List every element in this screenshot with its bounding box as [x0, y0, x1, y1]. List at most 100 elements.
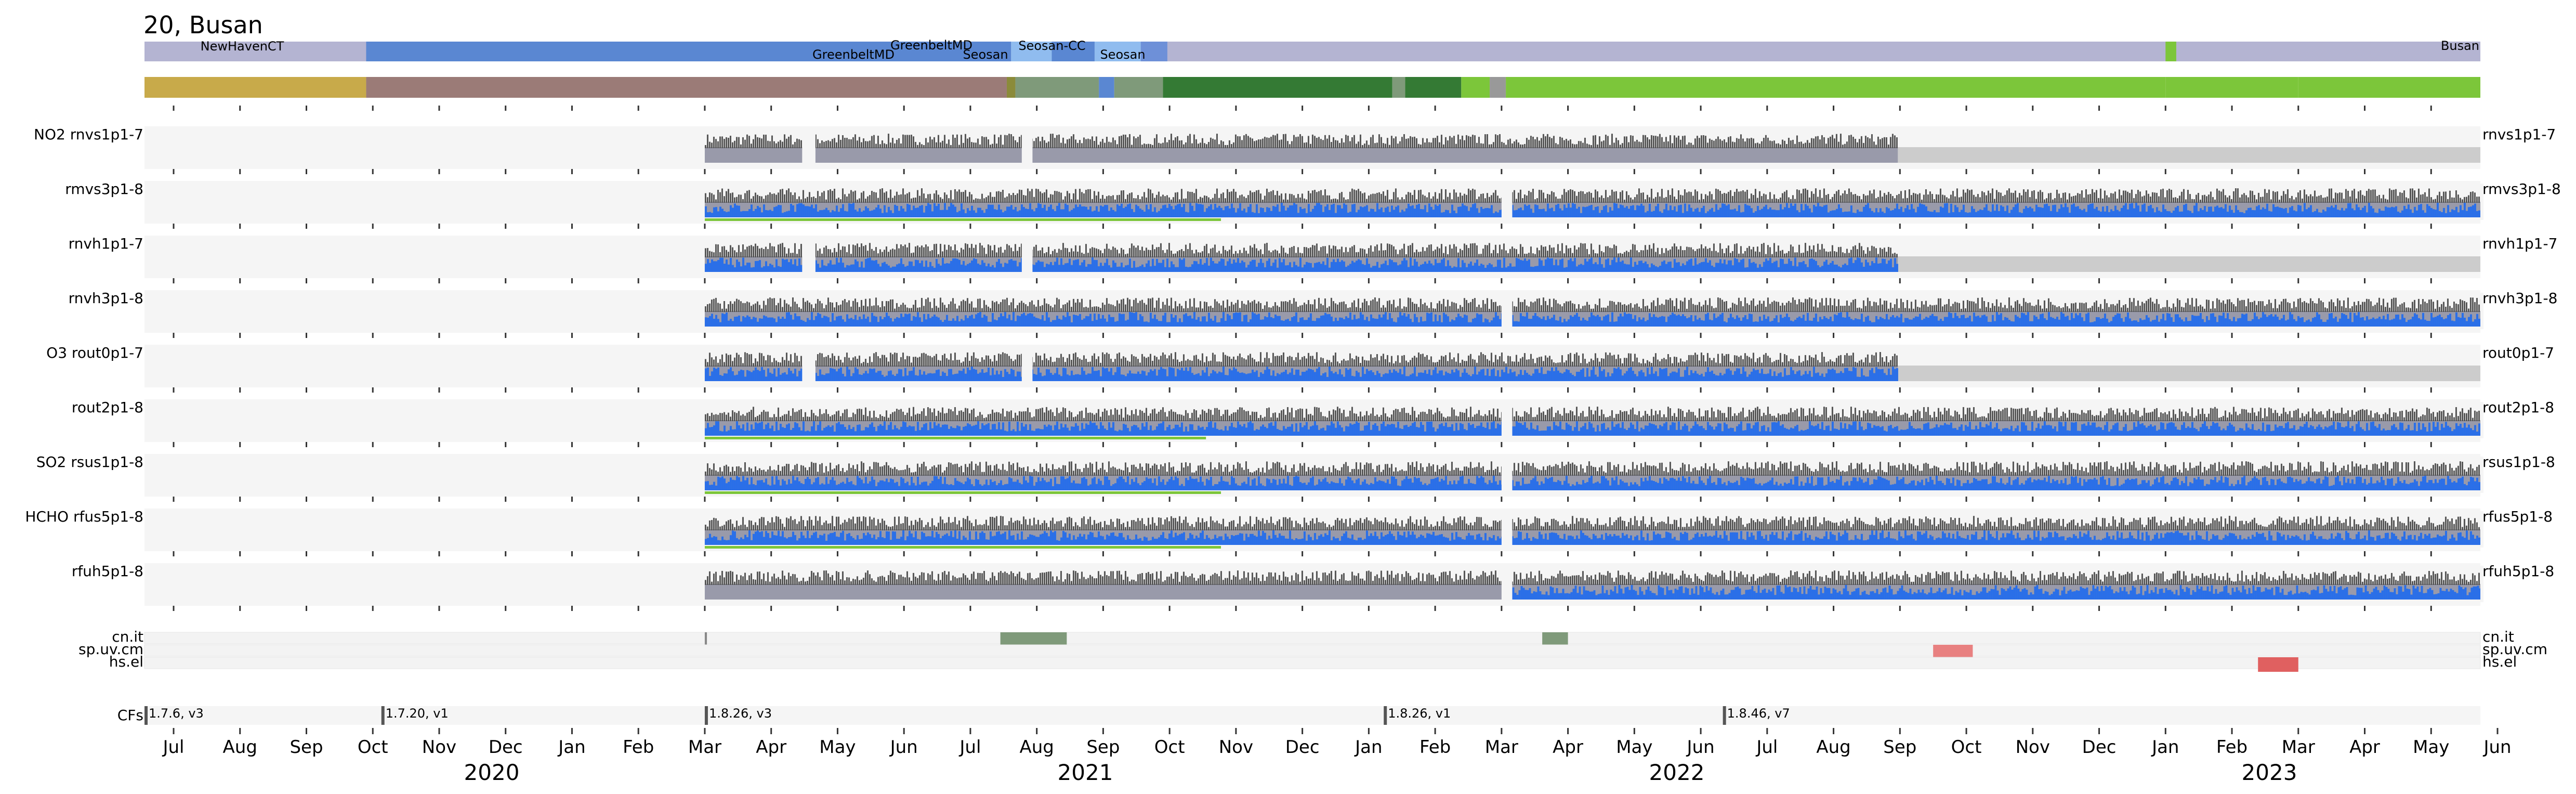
data-bar-blue — [1548, 208, 1551, 217]
data-bar — [2282, 191, 2284, 203]
data-bar — [1677, 308, 1679, 312]
data-bar — [1627, 195, 1629, 203]
data-bar — [1767, 137, 1769, 148]
data-bar — [2076, 308, 2079, 312]
data-bar — [1018, 303, 1020, 312]
data-bar — [1099, 308, 1101, 312]
data-bar-blue — [1008, 206, 1010, 217]
data-bar-blue — [2280, 207, 2283, 217]
data-bar — [945, 194, 948, 203]
data-bar — [914, 197, 916, 203]
data-bar-blue — [1328, 267, 1331, 272]
data-bar — [1155, 194, 1158, 203]
data-bar — [1386, 138, 1388, 148]
data-bar-blue — [1214, 203, 1216, 217]
data-bar — [1332, 137, 1334, 148]
data-bar — [1420, 298, 1422, 312]
data-bar — [1064, 196, 1066, 203]
data-bar-blue — [1397, 205, 1399, 217]
data-bar — [850, 139, 852, 148]
data-bar-blue — [2016, 203, 2019, 217]
data-bar — [1180, 306, 1182, 312]
data-bar-blue — [900, 258, 902, 272]
data-bar-blue — [1891, 210, 1894, 217]
data-bar — [1629, 303, 1632, 312]
data-bar-blue — [1415, 204, 1418, 217]
data-bar-blue — [1120, 203, 1123, 217]
data-bar-blue — [941, 210, 944, 217]
data-bar — [1295, 137, 1297, 148]
data-bar-blue — [1172, 209, 1175, 217]
data-bar — [1804, 188, 1806, 203]
data-bar — [1621, 143, 1623, 148]
data-bar-blue — [1738, 262, 1740, 272]
data-bar-blue — [1632, 205, 1634, 217]
data-bar — [1245, 251, 1247, 257]
data-bar-blue — [1879, 263, 1882, 272]
data-bar — [1243, 196, 1245, 203]
data-bar — [1070, 307, 1072, 312]
data-bar — [2407, 198, 2409, 203]
data-bar — [1153, 198, 1155, 203]
data-bar — [2162, 188, 2164, 203]
data-bar-blue — [1432, 210, 1435, 217]
data-bar-blue — [877, 264, 879, 272]
data-bar — [1858, 307, 1860, 312]
data-bar-blue — [2141, 204, 2144, 217]
data-bar-blue — [1615, 203, 1618, 217]
data-bar — [1326, 195, 1328, 203]
data-bar — [1237, 136, 1239, 148]
data-bar — [952, 134, 954, 148]
data-bar — [1309, 193, 1311, 203]
data-bar — [1590, 243, 1592, 257]
data-bar — [1584, 305, 1586, 312]
data-bar — [2303, 189, 2305, 203]
data-bar-blue — [1122, 208, 1125, 217]
data-bar — [1320, 247, 1322, 257]
data-bar — [995, 191, 997, 203]
data-bar — [1426, 197, 1428, 203]
data-bar-blue — [1108, 314, 1110, 327]
data-bar-blue — [1777, 267, 1780, 272]
data-bar-blue — [1307, 263, 1310, 272]
data-bar-blue — [1052, 265, 1054, 272]
data-bar — [2388, 188, 2390, 203]
data-bar — [1950, 306, 1952, 312]
data-bar — [2201, 306, 2203, 312]
data-bar-blue — [1530, 266, 1532, 272]
data-bar-blue — [1771, 210, 1773, 217]
data-bar-blue — [742, 211, 744, 217]
data-bar — [1185, 198, 1187, 203]
data-bar-blue — [1835, 209, 1838, 217]
data-bar — [2257, 192, 2259, 203]
data-bar — [742, 244, 744, 257]
data-bar-blue — [1241, 261, 1243, 272]
data-bar — [1769, 192, 1771, 203]
data-bar-blue — [1713, 267, 1715, 272]
data-bar-blue — [906, 266, 909, 272]
data-bar-blue — [1842, 265, 1844, 272]
data-bar — [1137, 303, 1139, 312]
data-bar — [2467, 308, 2469, 312]
data-bar-blue — [1760, 267, 1763, 272]
data-bar-blue — [954, 320, 956, 327]
data-bar — [1212, 138, 1214, 148]
data-bar — [1563, 303, 1565, 312]
data-bar — [802, 190, 804, 203]
data-bar-blue — [2041, 207, 2044, 217]
data-bar — [2027, 189, 2029, 203]
data-bar-blue — [1796, 210, 1798, 217]
data-bar — [850, 190, 852, 203]
data-bar-blue — [808, 320, 811, 327]
data-bar — [1788, 197, 1790, 203]
data-bar-blue — [1247, 206, 1250, 217]
data-bar-blue — [817, 313, 819, 327]
data-bar — [1286, 199, 1289, 203]
data-bar — [1409, 298, 1411, 312]
data-bar — [1750, 301, 1752, 312]
data-bar-blue — [2272, 204, 2275, 217]
data-bar — [1076, 251, 1079, 257]
data-bar-blue — [881, 263, 884, 272]
data-bar — [2199, 199, 2201, 203]
data-bar — [1842, 306, 1844, 312]
